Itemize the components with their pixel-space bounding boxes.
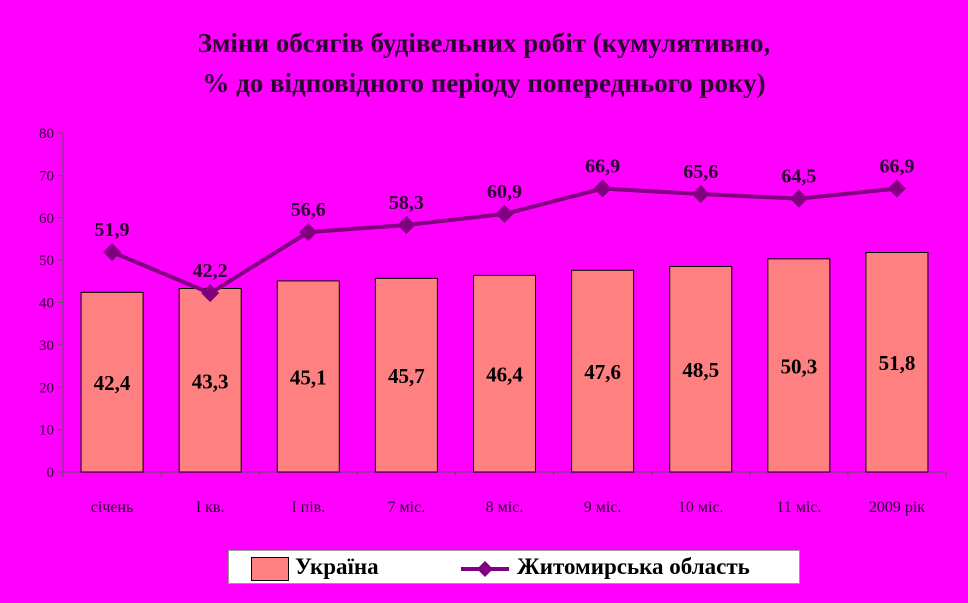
bar bbox=[178, 288, 242, 473]
bar bbox=[276, 280, 340, 473]
chart-title-line-1: Зміни обсягів будівельних робіт (кумулят… bbox=[197, 28, 771, 58]
y-tick-label: 10 bbox=[39, 423, 54, 439]
y-tick-label: 20 bbox=[39, 380, 54, 396]
bar-value-label: 46,4 bbox=[486, 363, 523, 387]
x-tick-label: І пів. bbox=[291, 499, 325, 516]
x-tick-label: 9 міс. bbox=[584, 499, 622, 516]
bar-value-label: 47,6 bbox=[584, 360, 621, 384]
line-point-marker bbox=[593, 179, 612, 198]
legend-swatch-ukraine bbox=[251, 556, 289, 581]
bar-value-label: 45,7 bbox=[388, 364, 425, 388]
bar-value-label: 48,5 bbox=[682, 358, 719, 382]
legend-item-zhytomyr: Житомирська область bbox=[459, 551, 750, 583]
bar bbox=[473, 274, 536, 473]
bar-value-label: 42,4 bbox=[94, 371, 131, 395]
line-value-label: 58,3 bbox=[389, 192, 424, 214]
line-point-marker bbox=[789, 189, 808, 208]
x-tick-label: 8 міс. bbox=[486, 499, 524, 516]
x-tick-label: 2009 рік bbox=[869, 499, 925, 516]
line-point-marker bbox=[299, 223, 318, 242]
line-point-marker bbox=[201, 284, 220, 303]
bar-value-label: 51,8 bbox=[879, 351, 916, 375]
x-tick-label: І кв. bbox=[196, 499, 225, 516]
line-point-marker bbox=[887, 179, 906, 198]
x-tick-label: 7 міс. bbox=[388, 499, 426, 516]
line-value-label: 56,6 bbox=[291, 199, 326, 221]
bar bbox=[571, 269, 635, 473]
x-tick-label: 10 міс. bbox=[678, 499, 724, 516]
bar bbox=[80, 291, 144, 473]
line-point-marker bbox=[397, 215, 416, 234]
bar-value-label: 43,3 bbox=[192, 369, 229, 393]
y-tick-label: 70 bbox=[39, 168, 54, 184]
bar-value-label: 50,3 bbox=[780, 354, 817, 378]
y-tick-label: 0 bbox=[47, 465, 55, 481]
line-value-label: 66,9 bbox=[879, 156, 914, 178]
y-tick-label: 50 bbox=[39, 253, 54, 269]
line-value-label: 66,9 bbox=[585, 156, 620, 178]
x-tick-label: січень bbox=[91, 499, 134, 516]
line-point-marker bbox=[103, 243, 122, 262]
legend-swatch-zhytomyr bbox=[461, 560, 509, 577]
bar bbox=[865, 251, 929, 473]
line-value-label: 60,9 bbox=[487, 181, 522, 203]
y-tick-label: 30 bbox=[39, 338, 54, 354]
legend-item-ukraine: Україна bbox=[251, 551, 379, 583]
bar-value-label: 45,1 bbox=[290, 365, 327, 389]
line-value-label: 64,5 bbox=[781, 166, 816, 188]
y-tick-label: 40 bbox=[39, 296, 54, 312]
bar bbox=[374, 277, 438, 473]
bar bbox=[767, 258, 831, 473]
line-point-marker bbox=[691, 185, 710, 204]
chart-legend: Україна Житомирська область bbox=[228, 550, 800, 584]
chart-title-line-2: % до відповідного періоду попереднього р… bbox=[202, 68, 766, 98]
line-value-label: 42,2 bbox=[193, 260, 228, 282]
line-value-label: 65,6 bbox=[683, 161, 718, 183]
y-tick-label: 80 bbox=[39, 126, 54, 142]
y-tick-label: 60 bbox=[39, 211, 54, 227]
line-value-label: 51,9 bbox=[95, 219, 130, 241]
x-tick-label: 11 міс. bbox=[776, 499, 821, 516]
bar bbox=[669, 265, 733, 473]
legend-label-zhytomyr: Житомирська область bbox=[517, 554, 750, 579]
line-point-marker bbox=[495, 204, 514, 223]
legend-label-ukraine: Україна bbox=[295, 554, 379, 579]
